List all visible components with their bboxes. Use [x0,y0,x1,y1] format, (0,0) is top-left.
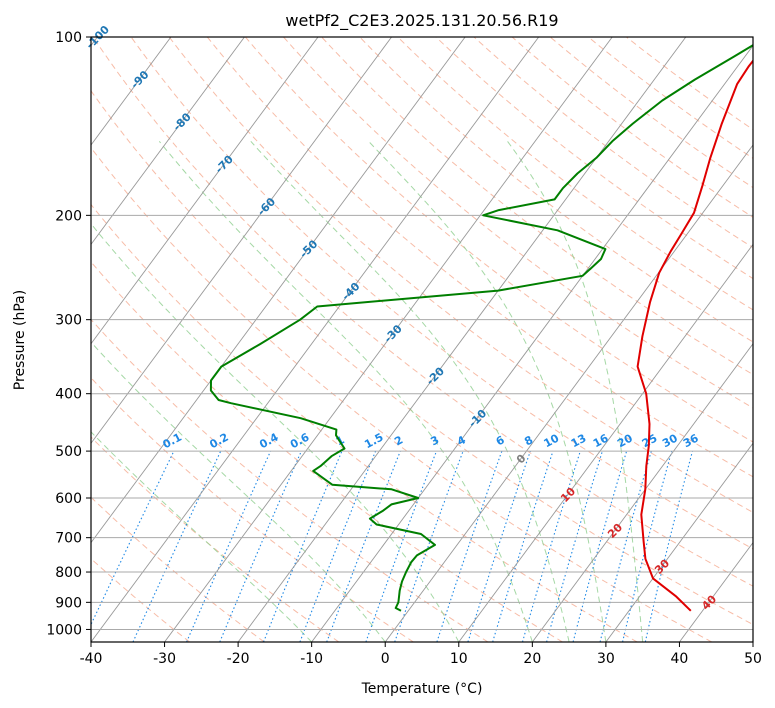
isotherm-line [164,37,613,642]
dry-adiabat [91,261,563,642]
isotherm-line [605,442,753,642]
y-tick-label: 500 [55,444,82,460]
mixing-ratio-line [299,450,377,642]
x-tick-label: 50 [744,651,762,667]
mixing-ratio-line [572,450,628,642]
mixing-ratio-line [262,450,343,642]
dry-adiabat [91,377,414,642]
isotherm-line [91,37,172,146]
plot-background [91,37,753,642]
mixing-ratio-line [492,450,554,642]
background-lines [91,37,753,642]
y-tick-label: 900 [55,595,82,611]
isotherm-line [91,37,540,642]
plot-frame [90,36,754,643]
x-tick-label: -40 [80,651,103,667]
mixing-ratio-label: 10 [542,431,562,450]
y-tick-label: 700 [55,531,82,547]
mixing-ratio-line [521,450,581,642]
dry-adiabat [92,37,753,587]
mixing-ratio-label: 30 [660,431,680,450]
dry-adiabat [168,37,753,514]
y-tick-label: 600 [55,491,82,507]
isotherm-line [91,37,245,246]
isotherm-line [91,37,392,444]
isotherm-line [91,37,466,544]
x-tick-label: 0 [381,651,390,667]
dry-adiabat [91,203,638,642]
mixing-ratio-line [436,450,503,642]
isotherm-line [91,37,319,345]
isotherm-line [384,144,753,642]
isotherm-line [458,243,753,642]
x-tick-label: 30 [597,651,615,667]
y-tick-label: 300 [55,313,82,329]
dewpoint-profile [209,44,753,612]
x-tick-label: -10 [300,651,323,667]
dry-adiabat [397,37,753,311]
mixing-ratio-line [622,450,673,642]
mixing-ratio-line [599,450,652,642]
mixing-ratio-line [365,450,438,642]
mixing-ratio-label: 20 [615,431,635,450]
mixing-ratio-line [219,450,302,642]
x-tick-label: 20 [523,651,541,667]
mixing-ratio-line [546,450,603,642]
profile-lines [209,44,753,612]
chart-title: wetPf2_C2E3.2025.131.20.56.R19 [285,11,558,31]
x-tick-label: 40 [671,651,689,667]
mixing-ratio-label: 16 [591,431,611,450]
y-tick-label: 100 [55,30,82,46]
dry-adiabat [321,37,753,376]
x-tick-label: -20 [227,651,250,667]
dry-adiabat [206,37,753,478]
y-tick-label: 400 [55,387,82,403]
isotherm-line [311,44,753,642]
temperature-profile [636,59,753,612]
y-tick-label: 200 [55,208,82,224]
mixing-ratio-line [186,450,272,642]
y-tick-label: 800 [55,565,82,581]
y-tick-label: 1000 [46,622,82,638]
mixing-ratio-label: 13 [569,432,589,451]
x-tick-label: 10 [450,651,468,667]
mixing-ratio-line [467,450,531,642]
isotherm-line [531,343,753,642]
x-axis-title: Temperature (°C) [361,681,483,697]
mixing-ratio-line [326,450,401,642]
x-tick-label: -30 [153,651,176,667]
isotherm-line [237,37,687,642]
dry-adiabat [91,146,713,642]
y-axis-title: Pressure (hPa) [12,290,28,390]
mixing-ratio-label: 36 [681,431,701,450]
dry-adiabat [91,90,753,626]
